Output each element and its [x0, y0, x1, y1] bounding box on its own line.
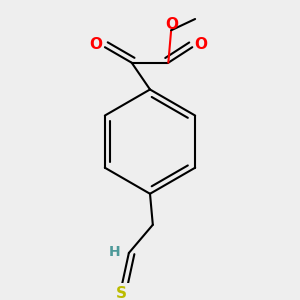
Text: H: H — [108, 245, 120, 260]
Text: S: S — [116, 286, 127, 300]
Text: O: O — [165, 16, 178, 32]
Text: O: O — [89, 37, 102, 52]
Text: O: O — [194, 37, 207, 52]
